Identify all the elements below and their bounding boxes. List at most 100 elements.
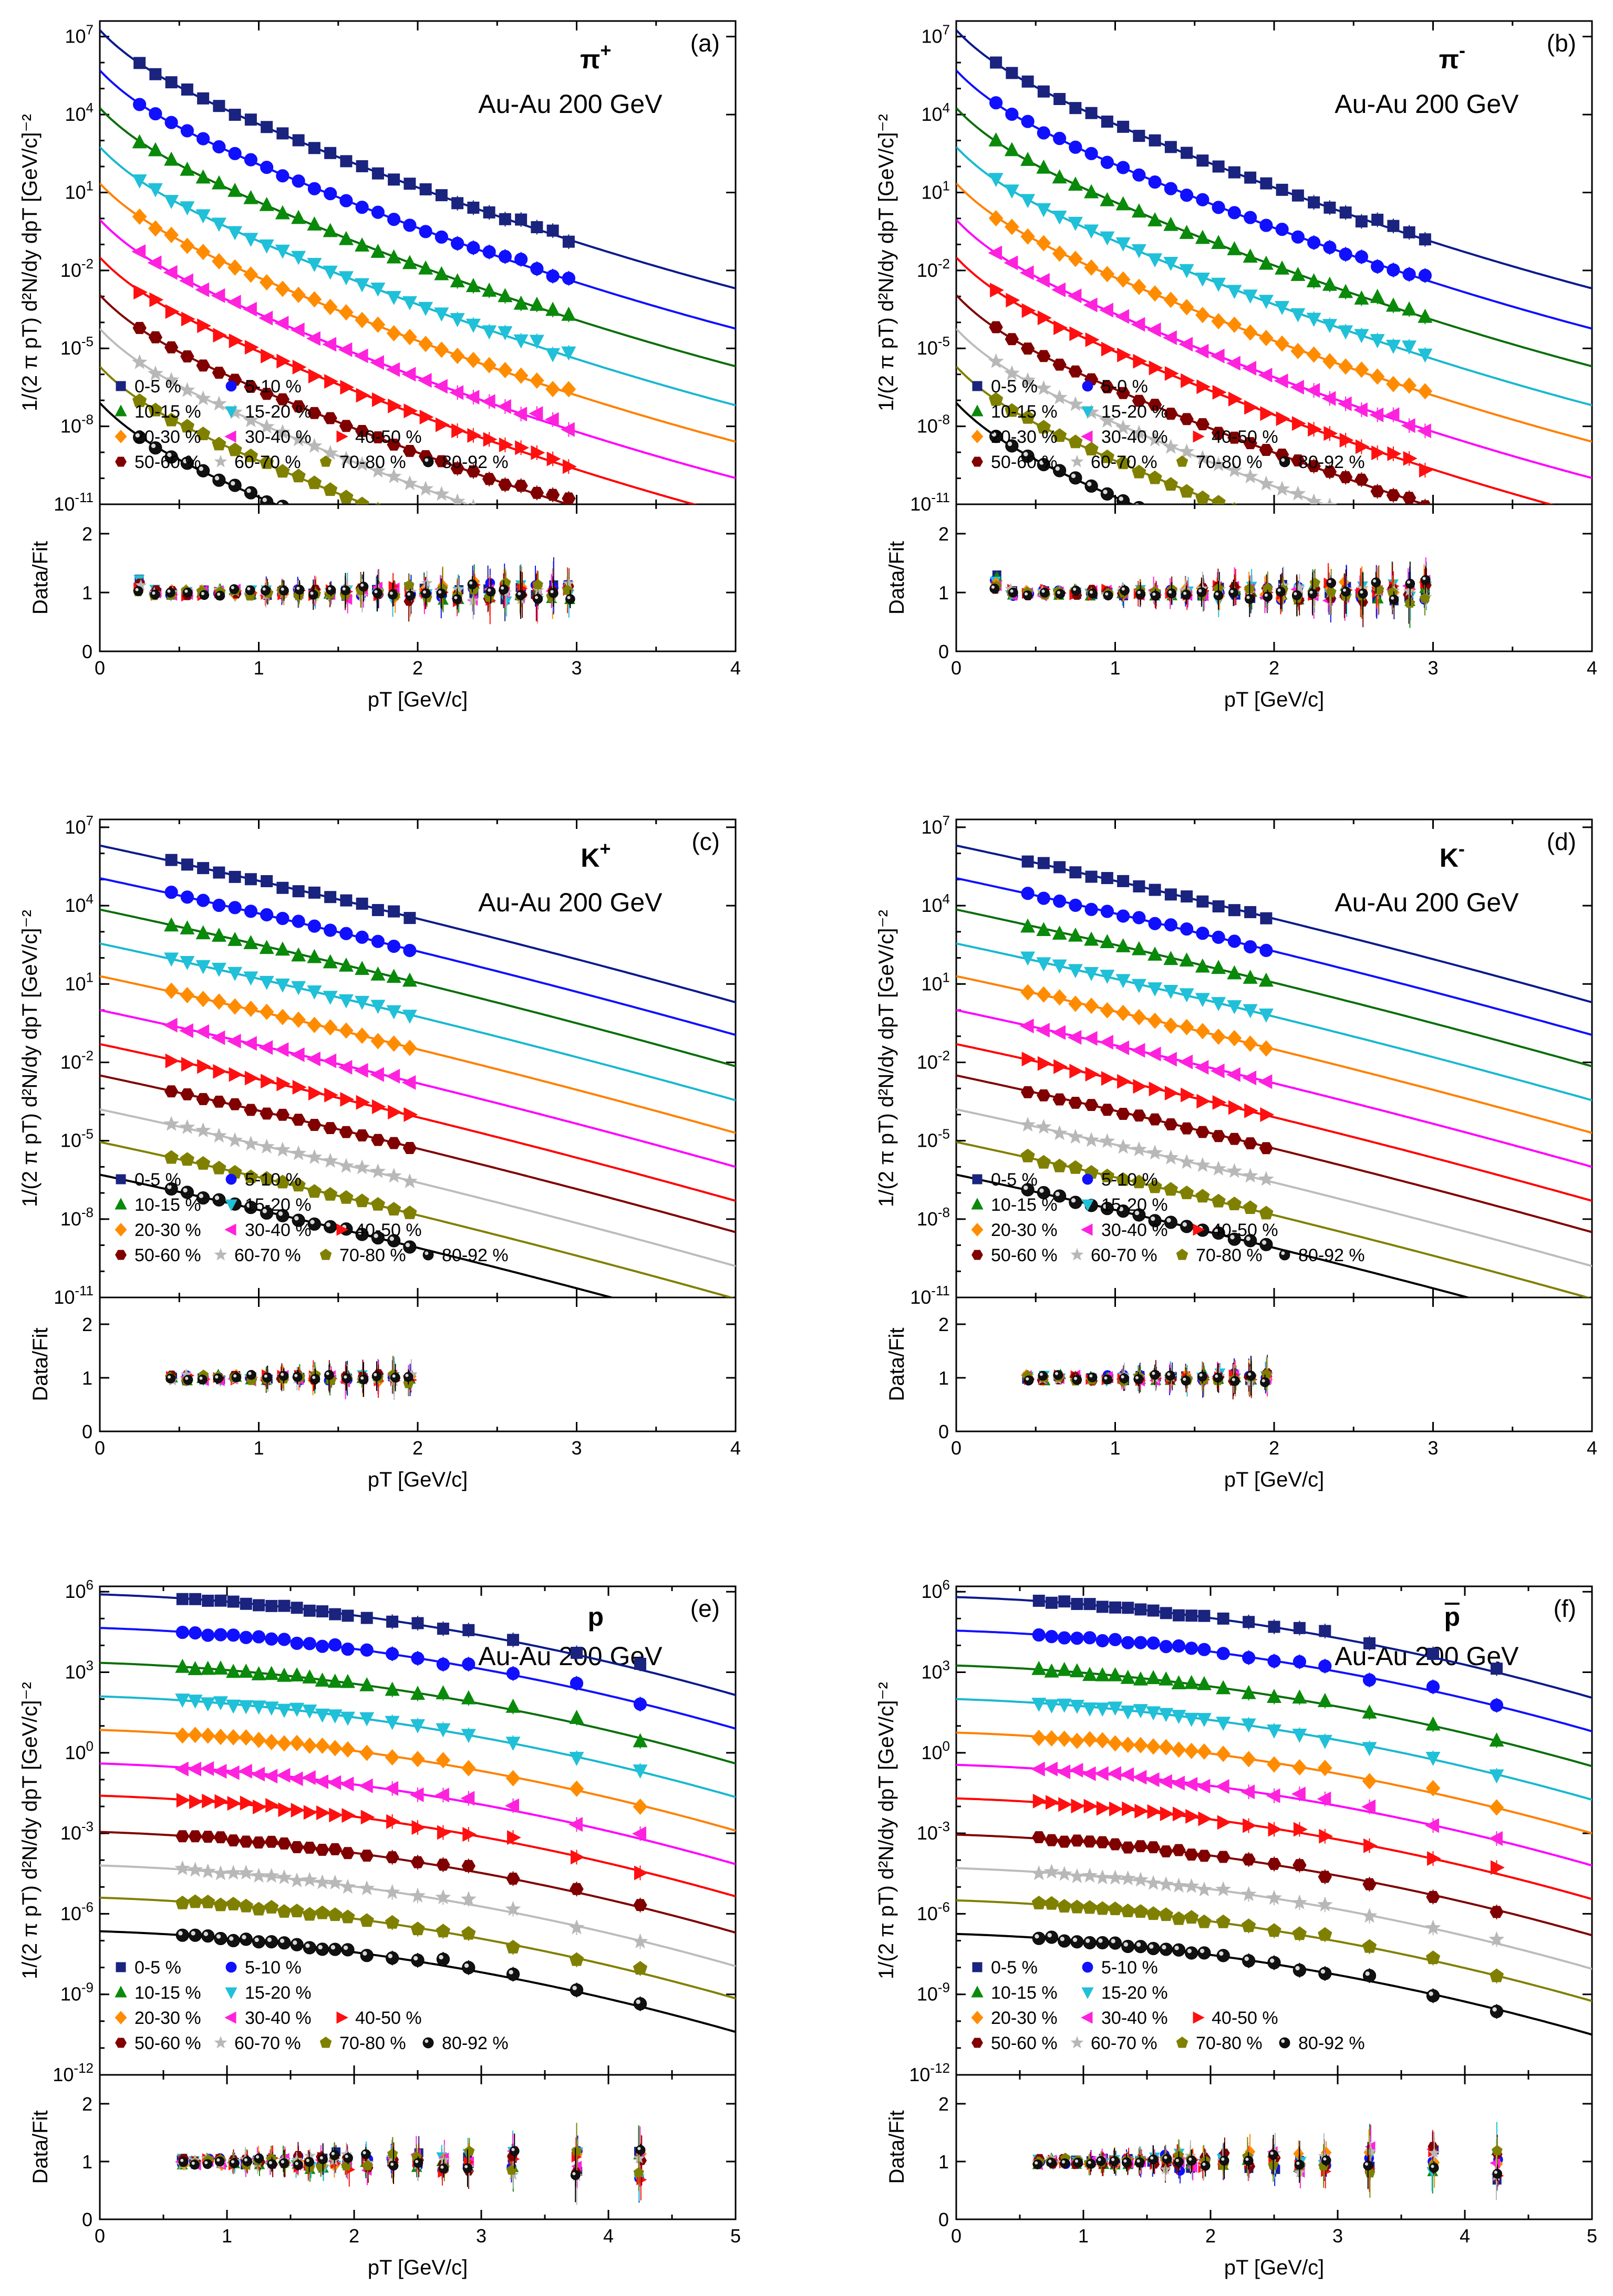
data-point [1244,400,1259,415]
data-point-highlight [294,1216,299,1221]
data-point-highlight [1166,517,1171,522]
data-point [1319,1625,1331,1637]
data-point [1354,509,1369,523]
data-point [1243,1200,1258,1214]
data-point [1211,1160,1227,1176]
data-point [1171,1675,1186,1690]
legend-marker [1081,406,1094,418]
data-point [340,380,355,395]
data-point [1160,1607,1172,1619]
data-point [1163,477,1178,491]
y-tick-label: 10-5 [60,334,94,359]
data-point [388,398,402,413]
data-point [1084,441,1099,455]
data-point [1403,226,1415,238]
data-point [274,1141,291,1157]
data-point-highlight [1151,509,1155,513]
data-point [164,412,179,427]
data-point [307,407,322,419]
data-point [261,1074,275,1089]
data-point-highlight [405,1242,410,1248]
data-point [264,1899,279,1914]
data-point [307,1119,322,1131]
y-tick-label: 101 [921,178,950,203]
legend-marker-highlight [1281,1251,1285,1255]
data-point [1244,508,1257,522]
data-point [1053,131,1067,146]
data-point [483,206,495,219]
legend-marker [225,380,237,392]
data-point [370,244,386,258]
data-point [1020,410,1035,424]
data-point [340,1674,355,1688]
data-point [227,1132,243,1147]
data-point [253,1799,267,1814]
data-point [239,1729,254,1746]
data-point [505,1900,521,1916]
legend-label: 10-15 % [135,402,201,422]
data-point [370,1000,386,1014]
legend-marker [319,2037,332,2048]
ratio-point-highlight [264,1374,267,1378]
data-point [1085,870,1098,883]
data-point [402,445,417,457]
data-point-highlight [199,1193,203,1198]
data-point [1164,366,1179,381]
data-point [1069,140,1082,154]
ratio-point-highlight [1137,590,1141,594]
data-point [1004,142,1019,157]
ratio-y-tick-label: 2 [82,1314,92,1335]
data-point [437,1623,449,1635]
data-point [188,1727,203,1743]
data-point [202,1793,216,1809]
data-point [291,1114,306,1126]
data-point [1260,406,1275,421]
ratio-point [1071,586,1081,596]
data-point [419,183,432,195]
y-tick-label: 10-3 [917,1819,950,1844]
data-point [1402,340,1417,355]
data-point [460,1890,477,1906]
data-point [402,296,417,310]
data-point [1371,445,1386,461]
data-point [1100,970,1115,984]
data-point [1211,313,1226,330]
data-point [244,486,257,500]
ratio-point-highlight [281,1373,284,1376]
legend-marker [116,1174,126,1185]
data-point [546,528,560,542]
data-point [1258,368,1273,383]
data-point-highlight [389,1236,394,1241]
ratio-point-highlight [567,596,571,599]
data-point [179,273,193,288]
data-point [1180,1122,1194,1135]
data-point [132,174,147,189]
data-point [1181,373,1195,388]
ratio-point [292,1372,303,1382]
data-point [1307,236,1321,250]
ratio-point-highlight [511,2148,515,2152]
data-point [302,1872,318,1887]
data-point [229,108,241,121]
ratio-point [197,1375,208,1385]
data-point [226,1699,241,1714]
legend-label: 80-92 % [442,2033,509,2053]
data-point [1194,450,1211,465]
data-point [327,1740,343,1757]
data-point [1146,1636,1160,1650]
data-point [1036,986,1051,1003]
data-point [1163,257,1178,271]
data-point [483,432,498,447]
data-point [569,1710,584,1724]
data-point [214,1594,227,1607]
data-point [1232,502,1237,504]
data-point [1122,1602,1134,1614]
data-point [1259,444,1274,456]
ratio-point [279,2158,289,2168]
ratio-point-highlight [180,2158,184,2162]
data-point [1115,1004,1131,1021]
fit-line-3 [100,146,736,407]
ratio-y-tick-label: 2 [938,523,949,545]
data-point [417,373,432,388]
data-point [244,340,259,355]
